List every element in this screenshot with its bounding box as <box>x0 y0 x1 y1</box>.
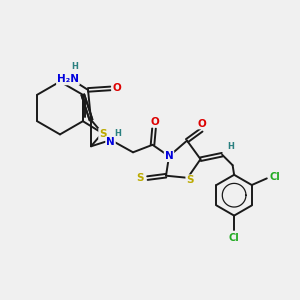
Text: S: S <box>136 173 144 183</box>
Text: S: S <box>99 129 106 139</box>
Text: O: O <box>198 118 206 128</box>
Text: S: S <box>186 175 194 185</box>
Text: Cl: Cl <box>270 172 280 182</box>
Text: H₂N: H₂N <box>57 74 79 84</box>
Text: N: N <box>165 151 173 161</box>
Text: H: H <box>115 129 122 138</box>
Text: H: H <box>72 62 79 71</box>
Text: O: O <box>112 83 121 93</box>
Text: Cl: Cl <box>229 232 239 242</box>
Text: O: O <box>150 117 159 127</box>
Text: N: N <box>106 137 115 147</box>
Text: H: H <box>228 142 235 151</box>
